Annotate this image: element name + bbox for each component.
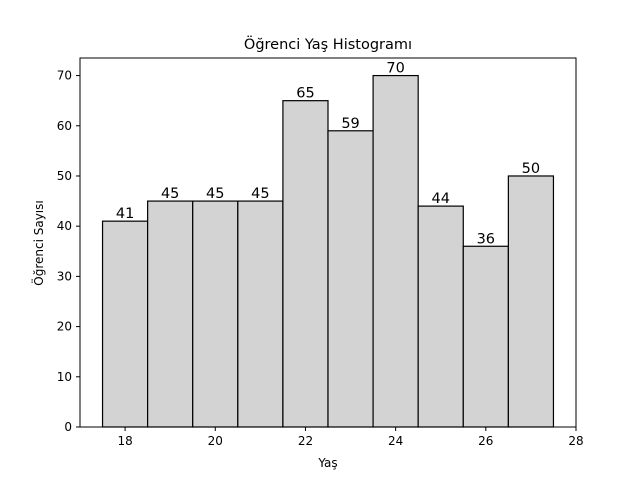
bar-value-label: 59 (341, 116, 359, 132)
y-tick-label: 50 (57, 169, 72, 183)
x-tick-label: 28 (568, 434, 583, 448)
bar-value-label: 45 (206, 186, 224, 202)
histogram-bar (282, 100, 329, 428)
histogram-bar (372, 74, 419, 428)
chart-title: Öğrenci Yaş Histogramı (244, 35, 412, 53)
histogram-bar (101, 220, 149, 428)
histogram-bar (192, 200, 239, 428)
histogram-bar (147, 200, 194, 428)
y-tick-label: 30 (57, 269, 72, 283)
bar-value-label: 50 (522, 161, 540, 177)
y-tick-label: 70 (57, 69, 72, 83)
histogram-bar (507, 175, 555, 428)
y-tick-label: 0 (64, 420, 72, 434)
histogram-bar (462, 245, 509, 428)
x-tick-label: 26 (478, 434, 493, 448)
x-axis-label: Yaş (317, 456, 337, 470)
y-axis-label: Öğrenci Sayısı (30, 200, 46, 285)
histogram-bar (237, 200, 284, 428)
x-tick-label: 22 (298, 434, 313, 448)
plot-frame (79, 57, 577, 428)
y-tick-label: 20 (57, 320, 72, 334)
bar-value-label: 44 (432, 191, 450, 207)
x-tick-label: 18 (117, 434, 132, 448)
bar-value-label: 41 (116, 206, 134, 222)
bar-value-label: 36 (477, 231, 495, 247)
bar-value-label: 70 (386, 61, 404, 77)
histogram-bar (327, 130, 374, 428)
y-tick-label: 40 (57, 219, 72, 233)
y-tick-label: 60 (57, 119, 72, 133)
x-tick-label: 20 (208, 434, 223, 448)
y-tick-label: 10 (57, 370, 72, 384)
histogram-bar (417, 205, 464, 428)
x-tick-label: 24 (388, 434, 403, 448)
bar-value-label: 45 (161, 186, 179, 202)
plot-area: 41 45 45 45 65 59 70 44 36 50 18 20 22 24 26 28 0 10 20 30 4… (57, 57, 584, 448)
bar-value-label: 45 (251, 186, 269, 202)
bar-value-label: 65 (296, 86, 314, 102)
